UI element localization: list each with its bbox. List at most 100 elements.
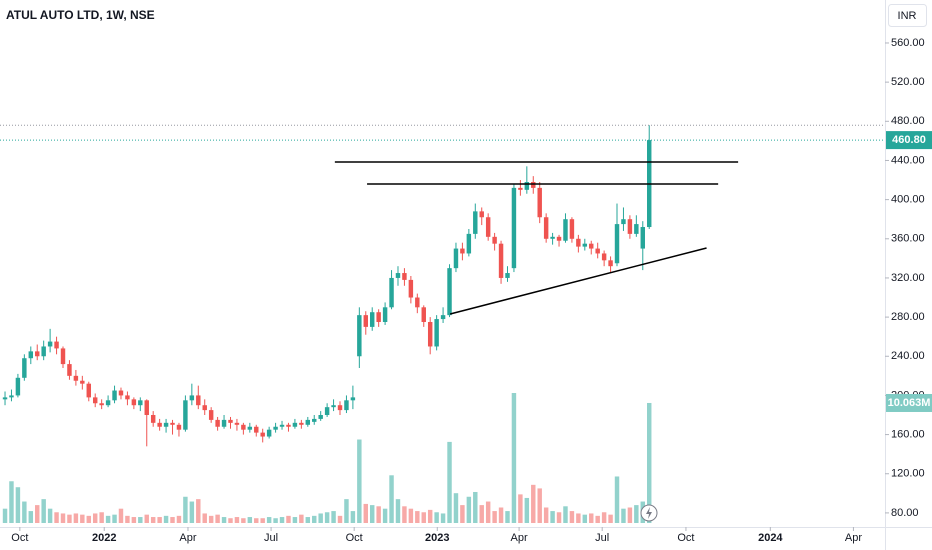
candle-body	[479, 211, 484, 218]
volume-bar	[563, 506, 568, 523]
candle-body	[28, 351, 34, 359]
volume-bar	[305, 517, 311, 523]
volume-bar	[286, 515, 291, 523]
volume-bar	[595, 515, 600, 523]
volume-bar	[647, 402, 652, 523]
volume-bar	[460, 505, 465, 523]
volume-bar	[453, 493, 459, 523]
volume-bar	[73, 513, 79, 523]
candle-body	[614, 224, 620, 264]
candle-body	[543, 217, 549, 239]
candle-body	[163, 422, 169, 427]
volume-bar	[163, 515, 169, 523]
candle-body	[389, 277, 394, 308]
candle-body	[41, 346, 46, 357]
volume-bar	[67, 514, 72, 523]
volume-bar	[47, 508, 53, 523]
volume-bar	[189, 501, 195, 523]
volume-bar	[408, 508, 414, 523]
volume-bar	[241, 518, 246, 523]
candle-body	[202, 405, 207, 411]
volume-bar	[221, 517, 227, 523]
volume-bar	[260, 518, 265, 523]
x-tick-label: 2023	[425, 532, 449, 544]
candle-body	[260, 432, 265, 437]
candle-body	[589, 243, 594, 249]
currency-button[interactable]	[888, 4, 927, 27]
candle-body	[60, 348, 66, 365]
candle-body	[563, 219, 568, 241]
candle-body	[376, 312, 381, 322]
price-label: 460.80	[892, 134, 926, 146]
y-tick-label: 240.00	[891, 350, 925, 362]
y-tick-label: 440.00	[891, 154, 925, 166]
volume-bar	[518, 494, 523, 523]
volume-bar	[415, 511, 420, 523]
x-tick-label: 2022	[92, 532, 116, 544]
volume-bar	[434, 512, 439, 523]
volume-bar	[473, 491, 478, 523]
volume-bar	[344, 499, 349, 523]
volume-bar	[440, 513, 446, 523]
candle-body	[80, 380, 85, 384]
volume-bar	[299, 514, 304, 523]
volume-bar	[369, 505, 375, 523]
candle-body	[86, 383, 91, 398]
volume-bar	[524, 497, 530, 523]
candle-body	[505, 273, 510, 278]
volume-bar	[9, 481, 14, 523]
y-tick-label: 160.00	[891, 428, 925, 440]
volume-bar	[273, 518, 278, 523]
volume-bar	[498, 507, 504, 523]
volume-bar	[537, 488, 542, 523]
candle-body	[99, 403, 104, 406]
candle-body	[157, 422, 162, 427]
volume-bar	[608, 514, 613, 523]
lightning-glyph	[646, 507, 652, 519]
candle-body	[215, 419, 220, 427]
volume-bar	[196, 499, 201, 523]
volume-bar	[150, 517, 156, 523]
candle-body	[138, 400, 143, 406]
volume-bar	[485, 501, 491, 523]
candle-body	[118, 390, 124, 396]
volume-bar	[254, 518, 259, 523]
candle-body	[208, 410, 214, 420]
candle-body	[402, 273, 407, 280]
candle-body	[54, 341, 59, 349]
volume-bar	[576, 513, 581, 523]
candle-body	[144, 400, 149, 416]
x-tick-label: 2024	[758, 532, 783, 544]
volume-bar	[292, 517, 298, 523]
volume-bar	[543, 507, 549, 523]
candle-body	[627, 219, 633, 234]
candle-body	[601, 253, 607, 261]
volume-bar	[589, 513, 594, 523]
x-tick-label: Jul	[595, 532, 609, 544]
candle-body	[363, 315, 368, 327]
candle-body	[434, 319, 439, 347]
candle-body	[337, 405, 343, 411]
volume-bar	[202, 513, 207, 523]
x-tick-label: Jul	[264, 532, 278, 544]
volume-bar	[350, 511, 356, 523]
candle-body	[447, 268, 452, 316]
volume-bar	[138, 517, 143, 523]
y-tick-label: 120.00	[891, 468, 925, 480]
candle-body	[524, 181, 530, 190]
volume-bar	[531, 484, 536, 523]
candle-body	[537, 187, 542, 218]
currency[interactable]: INR	[898, 10, 917, 22]
volume-bar	[99, 512, 104, 523]
volume-bar	[601, 512, 607, 523]
volume-bar	[389, 475, 394, 523]
volume-bar	[112, 514, 117, 523]
candle-body	[511, 187, 517, 269]
candle-body	[634, 224, 639, 234]
y-tick-label: 400.00	[891, 194, 925, 206]
candle-body	[125, 395, 130, 400]
volume-bar	[125, 515, 130, 523]
candle-body	[176, 424, 182, 430]
volume-bar	[505, 511, 510, 523]
candle-body	[228, 419, 233, 423]
